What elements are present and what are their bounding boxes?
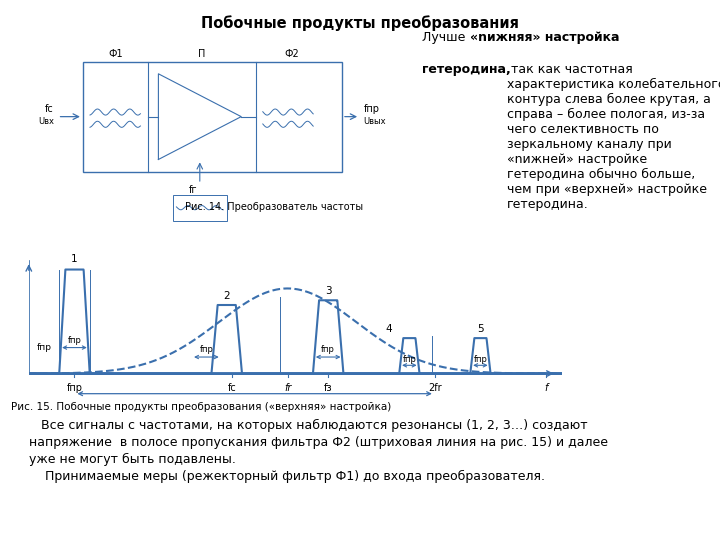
Text: fпр: fпр	[66, 383, 83, 393]
Text: Uвых: Uвых	[364, 117, 386, 126]
Text: fr: fr	[284, 383, 292, 393]
Text: «nижняя» настройка: «nижняя» настройка	[470, 31, 620, 44]
Text: fc: fc	[45, 104, 54, 114]
Text: fпр: fпр	[68, 336, 81, 345]
Text: fпр: fпр	[402, 355, 416, 364]
Text: 2fr: 2fr	[428, 383, 441, 393]
Text: fпр: fпр	[364, 104, 379, 114]
Text: Лучше: Лучше	[422, 31, 469, 44]
Text: fc: fc	[228, 383, 236, 393]
Text: fпр: fпр	[474, 355, 487, 364]
Bar	[173, 195, 227, 221]
Text: Ф2: Ф2	[284, 49, 299, 59]
Text: Все сигналы с частотами, на которых наблюдаются резонансы (1, 2, 3…) создают
нап: Все сигналы с частотами, на которых набл…	[29, 418, 608, 483]
Text: Побочные продукты преобразования: Побочные продукты преобразования	[201, 15, 519, 31]
Text: 3: 3	[325, 286, 331, 296]
Bar	[83, 62, 342, 172]
Text: Ф1: Ф1	[108, 49, 122, 59]
Text: f: f	[545, 383, 548, 393]
Text: 1: 1	[71, 254, 78, 265]
Text: fпр: fпр	[321, 345, 335, 354]
Text: гетеродина,: гетеродина,	[422, 63, 510, 76]
Text: Рис. 14. Преобразователь частоты: Рис. 14. Преобразователь частоты	[184, 202, 363, 212]
Text: 2: 2	[223, 291, 230, 301]
Text: так как частотная
характеристика колебательного
контура слева более крутая, а
сп: так как частотная характеристика колебат…	[507, 63, 720, 211]
Text: fг: fг	[189, 185, 197, 195]
Text: fпр: fпр	[37, 343, 52, 352]
Text: 4: 4	[386, 324, 392, 334]
Text: 5: 5	[477, 324, 484, 334]
Text: fз: fз	[324, 383, 333, 393]
Text: Uвх: Uвх	[38, 117, 54, 126]
Text: fпр: fпр	[199, 345, 213, 354]
Text: П: П	[198, 49, 205, 59]
Text: Рис. 15. Побочные продукты преобразования («верхняя» настройка): Рис. 15. Побочные продукты преобразовани…	[12, 402, 392, 413]
